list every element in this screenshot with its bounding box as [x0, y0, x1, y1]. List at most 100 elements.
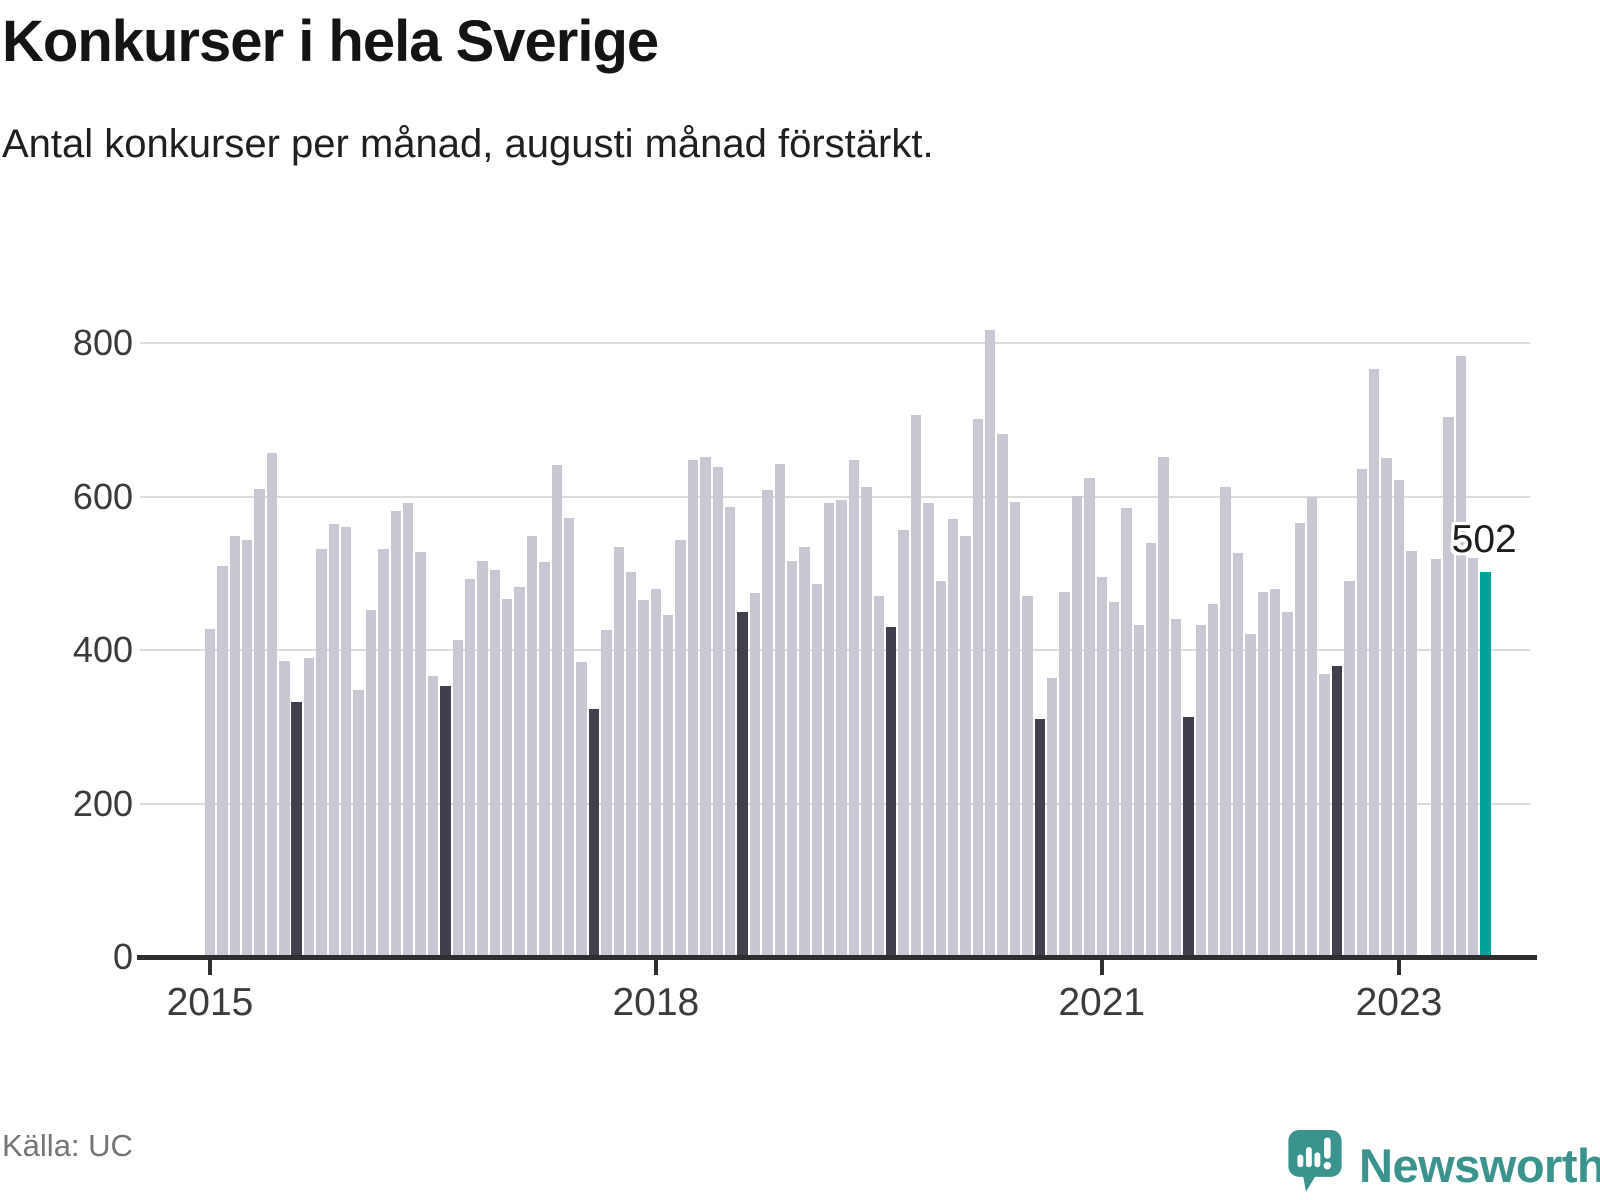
bar-2016-04 [390, 511, 401, 957]
bar-2021-04 [1133, 625, 1145, 957]
gridline-600 [140, 495, 1530, 498]
bar-2023-07 [1468, 557, 1479, 957]
bar-2021-03 [1121, 508, 1132, 957]
chart-title: Konkurser i hela Sverige [2, 9, 659, 74]
bar-2021-01 [1096, 577, 1107, 957]
bar-2022-03 [1269, 588, 1281, 957]
y-axis-label-200: 200 [72, 782, 133, 824]
y-axis-label-400: 400 [72, 629, 133, 670]
bar-2019-11 [923, 503, 934, 957]
bar-2017-11 [625, 572, 637, 957]
bar-2021-05 [1146, 543, 1157, 957]
bar-2017-02 [514, 587, 525, 957]
bar-2016-02 [365, 610, 377, 957]
bar-2019-12 [935, 580, 946, 957]
bar-2017-03 [526, 535, 538, 957]
bar-2016-11 [477, 560, 488, 957]
bar-2016-12 [489, 570, 501, 957]
bar-2020-10 [1059, 591, 1070, 957]
bar-2016-05 [402, 503, 414, 957]
bar-2021-12 [1232, 553, 1244, 957]
bar-2021-08 [1183, 716, 1194, 957]
bar-2019-01 [799, 547, 810, 957]
bar-2015-05 [254, 488, 265, 957]
bar-2019-05 [848, 459, 860, 957]
annotation-502: 502 [1451, 517, 1517, 561]
bar-2023-05 [1443, 417, 1454, 957]
bar-2017-08 [588, 709, 600, 957]
x-axis-line [137, 955, 1537, 960]
x-axis-tick-2021 [1099, 960, 1104, 975]
bar-2015-10 [316, 549, 327, 957]
bar-2018-07 [724, 507, 736, 957]
bar-2018-08 [737, 611, 748, 957]
bar-2022-08 [1331, 666, 1343, 957]
x-axis-label-2015: 2015 [166, 981, 254, 1024]
bar-2020-02 [960, 536, 971, 957]
bar-2022-07 [1319, 673, 1330, 957]
bar-2022-02 [1257, 591, 1268, 957]
bar-2016-09 [452, 640, 463, 957]
bar-2018-03 [675, 540, 686, 957]
bar-2018-12 [786, 560, 798, 957]
bar-2022-04 [1282, 611, 1293, 957]
bar-2017-09 [601, 630, 612, 957]
bar-2021-09 [1195, 625, 1206, 957]
bar-2019-08 [885, 626, 897, 957]
bar-2019-02 [811, 583, 823, 957]
bar-2022-10 [1356, 468, 1367, 957]
bar-2022-09 [1344, 580, 1355, 957]
bar-2020-08 [1034, 719, 1045, 957]
chart-subtitle: Antal konkurser per månad, augusti månad… [2, 122, 934, 166]
bar-2017-12 [638, 600, 649, 957]
bar-2021-07 [1170, 618, 1182, 957]
y-axis-label-600: 600 [72, 475, 133, 517]
gridline-800 [140, 342, 1530, 344]
x-axis-label-2018: 2018 [612, 981, 700, 1024]
bar-2016-08 [440, 686, 451, 957]
bar-2017-04 [539, 561, 550, 957]
bar-2023-02 [1406, 550, 1417, 957]
bar-2020-01 [947, 518, 959, 957]
bar-2015-01 [204, 629, 216, 957]
bar-2017-05 [551, 465, 562, 957]
bar-2019-07 [873, 595, 884, 957]
bar-2018-02 [663, 614, 674, 957]
brand-name: Newsworthy [1359, 1139, 1600, 1192]
bar-2016-07 [427, 676, 439, 957]
gridline-200 [140, 802, 1530, 805]
bar-2022-06 [1307, 496, 1318, 957]
bar-2015-08 [291, 702, 302, 957]
bar-2018-06 [712, 467, 723, 957]
bar-2020-11 [1071, 495, 1083, 957]
bar-2022-01 [1245, 633, 1256, 957]
x-axis-label-2023: 2023 [1355, 981, 1443, 1024]
x-axis-label-2021: 2021 [1058, 981, 1146, 1024]
bar-2015-09 [303, 657, 315, 957]
y-axis-label-800: 800 [72, 322, 133, 363]
bar-2022-12 [1381, 458, 1392, 957]
bar-2017-07 [576, 662, 587, 957]
bar-2018-01 [650, 589, 662, 957]
bar-2020-04 [985, 329, 996, 957]
bar-2018-05 [700, 456, 711, 957]
source-label: Källa: UC [2, 1128, 133, 1163]
bar-2018-10 [762, 490, 773, 957]
bar-2015-07 [279, 660, 290, 957]
bar-2023-04 [1430, 558, 1442, 957]
bar-2018-04 [687, 459, 699, 957]
bar-2022-11 [1368, 369, 1380, 957]
bar-2017-01 [502, 598, 513, 957]
bar-2015-04 [241, 540, 253, 957]
bar-2017-10 [613, 547, 624, 957]
newsworthy-logo-icon [1288, 1130, 1342, 1192]
bar-2020-09 [1046, 678, 1058, 957]
bar-2020-05 [997, 434, 1008, 957]
bar-2021-02 [1108, 602, 1120, 957]
bar-2018-09 [749, 593, 761, 957]
bar-2023-08 [1480, 571, 1491, 957]
bar-2015-03 [229, 536, 240, 957]
x-axis-tick-2015 [208, 960, 212, 975]
x-axis-tick-2023 [1396, 960, 1401, 975]
